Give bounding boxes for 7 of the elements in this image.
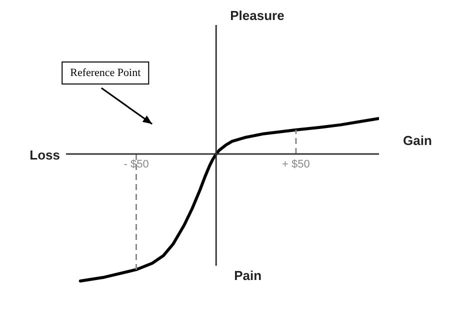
x-tick-label: - $50 bbox=[124, 158, 149, 171]
text: Pleasure bbox=[230, 8, 284, 24]
x-axis-title: Gain bbox=[403, 133, 432, 148]
text: Loss bbox=[30, 148, 60, 163]
x-tick-label: + $50 bbox=[282, 158, 310, 171]
annotation: Pain bbox=[234, 268, 262, 283]
text: Reference Point bbox=[70, 66, 141, 79]
